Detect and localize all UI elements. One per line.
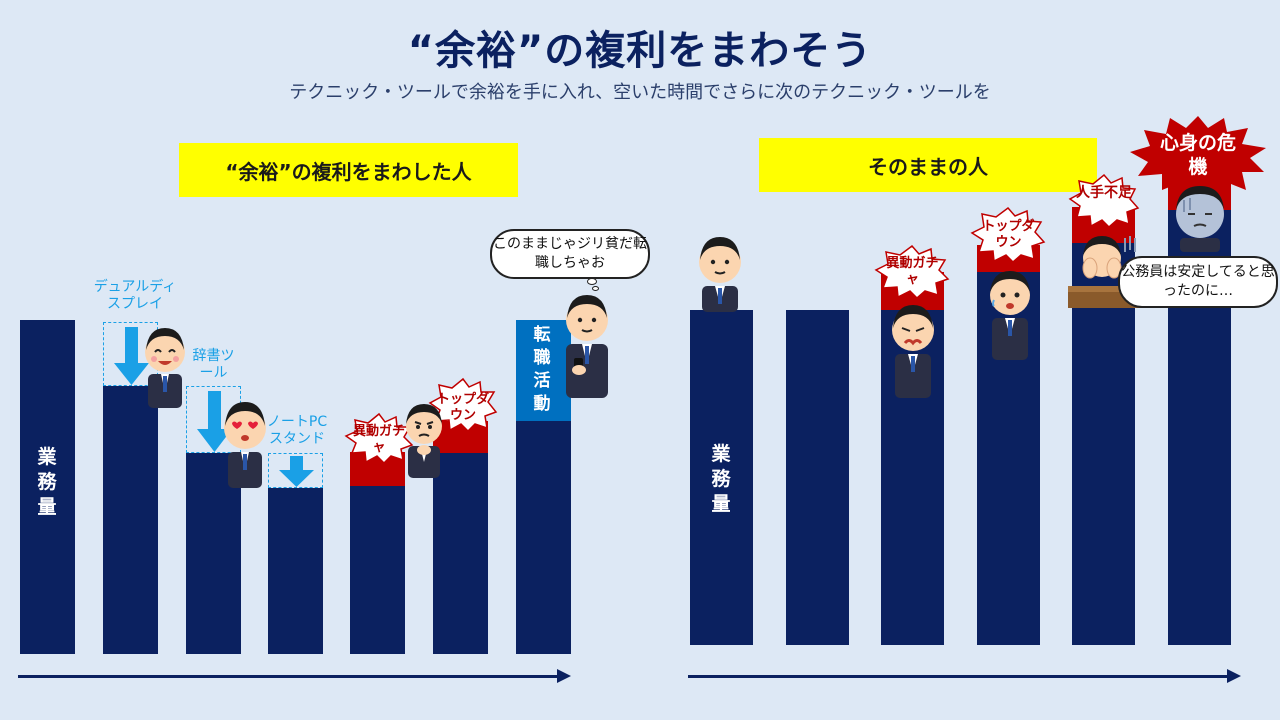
down-arrow-icon xyxy=(279,456,314,487)
laptop-stand-label: ノートPCスタンド xyxy=(266,414,328,447)
workload-label: 業務量 xyxy=(711,443,731,515)
workload-label: 業務量 xyxy=(37,446,57,518)
burst-icon xyxy=(970,206,1046,264)
right-bar-2 xyxy=(786,310,849,645)
down-arrow-icon xyxy=(197,391,232,452)
left-time-axis xyxy=(18,675,558,678)
crisis-burst-icon xyxy=(1130,116,1266,194)
sad-person-icon xyxy=(892,305,934,398)
head-in-hands-person-icon xyxy=(1068,236,1144,308)
left-bar-4 xyxy=(268,488,323,654)
right-heading: そのままの人 xyxy=(759,138,1097,192)
dictionary-tool-label: 辞書ツール xyxy=(192,348,235,381)
burst-icon xyxy=(1068,173,1140,229)
left-speech-bubble: このままじゃジリ貧だ転職しちゃお xyxy=(490,229,650,279)
right-time-axis xyxy=(688,675,1228,678)
arrow-head-icon xyxy=(557,669,571,683)
left-bar-2 xyxy=(103,386,158,654)
page-title: “余裕”の複利をまわそう xyxy=(407,28,873,74)
laptop-stand-reduction xyxy=(268,453,323,488)
exhausted-person-icon xyxy=(1176,186,1224,252)
down-arrow-icon xyxy=(114,327,149,385)
right-bar-1: 業務量 xyxy=(690,310,753,645)
speech-tail xyxy=(592,286,599,291)
dual-display-reduction xyxy=(103,322,158,386)
arrow-head-icon xyxy=(1227,669,1241,683)
left-bar-7 xyxy=(516,421,571,654)
left-bar-1: 業務量 xyxy=(20,320,75,654)
understaffed-label: 人手不足 xyxy=(1076,185,1132,201)
happy-person-icon xyxy=(145,328,185,408)
left-bar-7-job-change: 転職活動 xyxy=(516,320,571,421)
burst-icon xyxy=(344,412,414,464)
smartphone-person-icon xyxy=(566,295,608,398)
burst-icon xyxy=(874,244,950,300)
left-bar-5 xyxy=(350,486,405,654)
transfer-gacha-label: 異動ガチャ xyxy=(352,424,405,455)
left-bar-6 xyxy=(433,453,488,654)
burst-icon xyxy=(428,377,498,433)
dual-display-label: デュアルディスプレイ xyxy=(93,279,177,312)
right-speech-bubble: 公務員は安定してると思ったのに… xyxy=(1118,256,1278,308)
crisis-label: 心身の危機 xyxy=(1159,132,1236,178)
top-down-label: トップダウン xyxy=(436,392,489,423)
neutral-person-icon xyxy=(699,237,741,312)
left-bar-6-added xyxy=(433,421,488,453)
page-subtitle: テクニック・ツールで余裕を手に入れ、空いた時間でさらに次のテクニック・ツールを xyxy=(289,82,991,103)
transfer-gacha-label: 異動ガチャ xyxy=(886,256,939,287)
worried-person-icon xyxy=(990,271,1030,360)
top-down-label: トップダウン xyxy=(982,219,1035,250)
thinking-person-icon xyxy=(406,404,442,478)
right-bar-5 xyxy=(1072,243,1135,645)
love-eyes-person-icon xyxy=(224,402,266,488)
left-heading: “余裕”の複利をまわした人 xyxy=(179,143,518,197)
speech-tail xyxy=(587,278,597,285)
job-change-label: 転職活動 xyxy=(533,325,551,414)
